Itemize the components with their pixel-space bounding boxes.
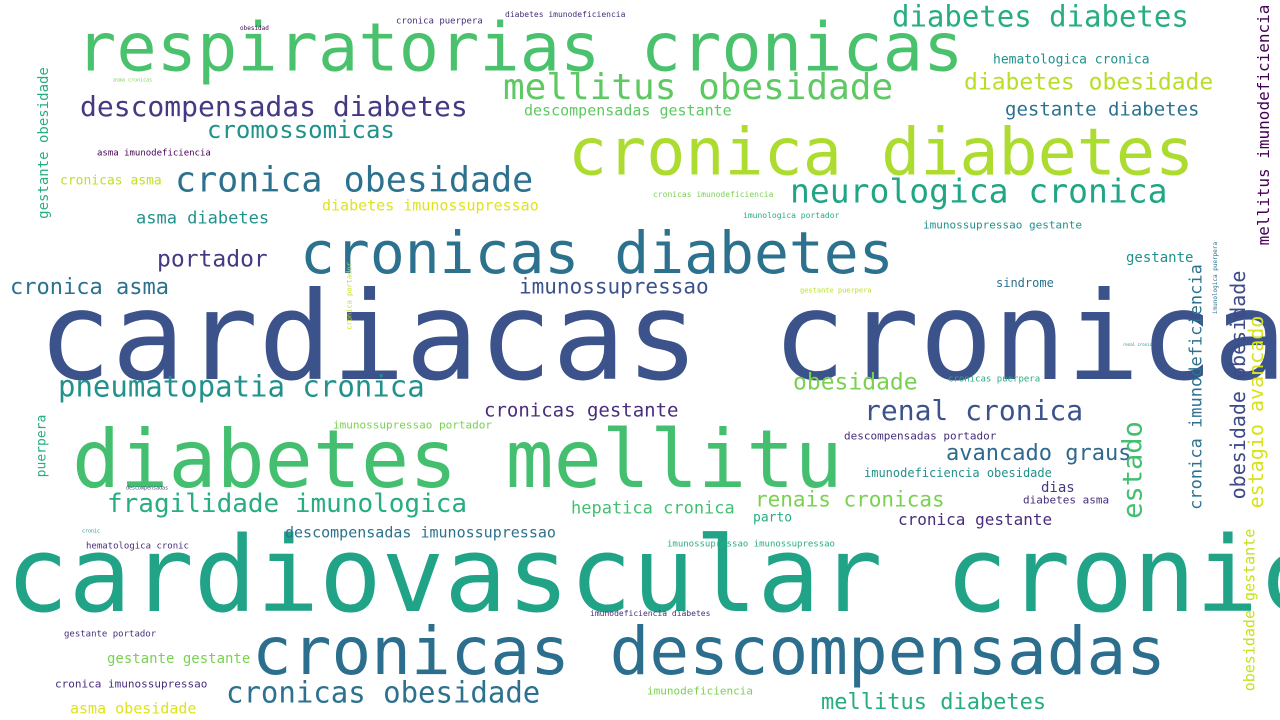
cloud-word: diabetes diabetes	[892, 0, 1189, 34]
cloud-word: portador	[157, 246, 268, 273]
cloud-word: cronicas asma	[60, 173, 162, 189]
cloud-word: diabetes obesidade	[964, 69, 1214, 96]
cloud-word: imunossupressao gestante	[923, 218, 1082, 232]
cloud-word: renal cronic	[1123, 342, 1152, 347]
cloud-word: imunologica portador	[743, 211, 840, 220]
cloud-word: pneumatopatia cronica	[58, 369, 425, 404]
cloud-word: imunossupressao	[519, 274, 709, 299]
cloud-word-vertical: estado	[1117, 421, 1149, 519]
cloud-word: asma diabetes	[136, 208, 270, 229]
cloud-word-vertical: mellitus imunodeficiencia	[1254, 4, 1273, 246]
cloud-word: cronic	[82, 528, 101, 535]
cloud-word: cardiovascular cronica	[6, 514, 1280, 636]
cloud-word-vertical: puerpera	[34, 414, 50, 478]
cloud-word: imunossupressao portador	[333, 418, 492, 432]
cloud-word: cronica puerpera	[396, 16, 483, 27]
cloud-word: renal cronica	[864, 394, 1084, 427]
cloud-word: diabetes imunossupressao	[322, 196, 539, 215]
cloud-word: descompensadas gestante	[524, 101, 732, 120]
cloud-word: asma imunodeficiencia	[97, 148, 211, 159]
cloud-word: asma cronicas	[113, 77, 153, 84]
cloud-word: descompensadas diabetes	[80, 90, 468, 123]
cloud-word: cronicas obesidade	[226, 675, 541, 710]
cloud-word: fragilidade imunologica	[107, 489, 468, 519]
cloud-word: gestante gestante	[107, 651, 251, 667]
cloud-word: descompensadas imunossupressao	[285, 523, 556, 542]
cloud-word: gestante diabetes	[1005, 98, 1200, 121]
cloud-word: imunodeficiencia diabetes	[590, 609, 711, 618]
cloud-word: imunossupressao imunossupressao	[667, 539, 835, 550]
cloud-word: hematologica cronica	[993, 52, 1150, 68]
cloud-word: cromossomicas	[207, 116, 395, 144]
cloud-word: hematologica cronic	[86, 541, 189, 552]
cloud-word: descompensadas portador	[844, 429, 997, 443]
cloud-word: respiratorias cronicas	[76, 8, 964, 87]
cloud-word: cronicas descompensadas	[252, 613, 1166, 690]
cloud-word: diabetes imunodeficiencia	[505, 10, 626, 19]
cloud-word: cronica asma	[10, 275, 169, 300]
cloud-word-vertical: cronica portador	[345, 262, 354, 330]
cloud-word: diabetes mellitu	[72, 413, 843, 506]
cloud-word-vertical: imunologica puerpera	[1212, 241, 1219, 315]
cloud-word: cronicas diabetes	[300, 219, 894, 287]
cloud-word: imunodeficiencia	[647, 684, 753, 698]
cloud-word: gestante portador	[64, 629, 157, 640]
cloud-word-vertical: gestante obesidade	[36, 67, 52, 219]
cloud-word: cardiacas cronicas	[38, 266, 1280, 408]
cloud-word: sindrome	[996, 276, 1054, 290]
cloud-word: gestante	[1126, 250, 1194, 266]
cloud-word: asma obesidade	[70, 699, 197, 718]
cloud-word: avancado graus	[946, 441, 1132, 466]
cloud-word: hepatica cronica	[571, 498, 735, 519]
cloud-word: cronica diabetes	[568, 115, 1195, 191]
cloud-word: neurologica cronica	[790, 171, 1168, 211]
cloud-word: mellitus diabetes	[821, 690, 1047, 715]
cloud-word: cronicas puerpera	[948, 374, 1041, 385]
cloud-word-vertical: estagio avancado	[1244, 315, 1268, 509]
cloud-word: descompensadas	[126, 485, 169, 492]
cloud-word-vertical: obesidade gestante	[1240, 528, 1259, 692]
cloud-word: cronica obesidade	[175, 160, 534, 201]
cloud-word: renais cronicas	[755, 487, 945, 512]
cloud-word: obesidad	[240, 25, 269, 32]
cloud-word: diabetes asma	[1023, 493, 1110, 507]
cloud-word: parto	[753, 510, 793, 526]
cloud-word: imunodeficiencia obesidade	[864, 466, 1052, 480]
cloud-word: dias	[1041, 480, 1075, 496]
cloud-word: obesidade	[793, 369, 918, 396]
cloud-word: gestante puerpera	[800, 286, 872, 295]
cloud-word: cronica gestante	[898, 510, 1053, 529]
cloud-word: cronicas gestante	[484, 399, 679, 422]
cloud-word: cronica imunossupressao	[55, 677, 208, 691]
cloud-word-vertical: cronica imunodeficiencia	[1186, 264, 1207, 510]
cloud-word: cronicas imunodeficiencia	[653, 190, 774, 199]
cloud-word: mellitus obesidade	[503, 67, 894, 108]
